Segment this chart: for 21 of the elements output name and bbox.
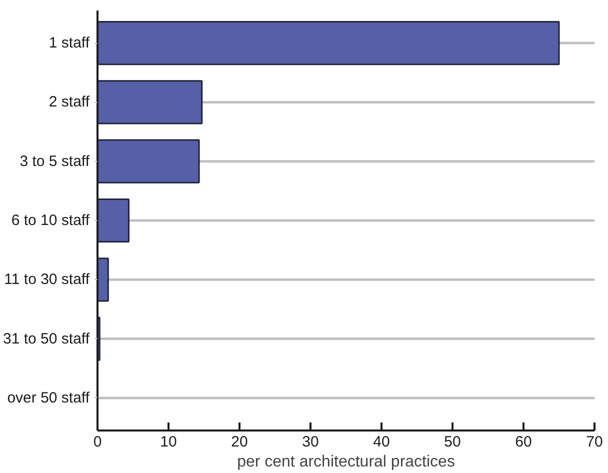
- x-tick-label: 30: [302, 434, 319, 450]
- y-tick-label: 6 to 10 staff: [11, 212, 90, 229]
- y-tick-label: 1 staff: [48, 34, 90, 52]
- x-tick-label: 20: [231, 434, 248, 450]
- x-tick-label: 0: [93, 434, 102, 450]
- y-tick-label: 3 to 5 staff: [20, 152, 90, 170]
- bar: [98, 258, 109, 302]
- x-tick-label: 60: [515, 434, 532, 450]
- y-tick-label: over 50 staff: [7, 389, 90, 406]
- x-tick-label: 70: [586, 434, 603, 450]
- bar: [98, 20, 560, 66]
- x-axis-title: per cent architectural practices: [237, 454, 455, 470]
- bar: [98, 80, 203, 124]
- bar: [98, 198, 130, 243]
- y-tick-label: 31 to 50 staff: [3, 330, 90, 348]
- x-tick-label: 10: [160, 434, 177, 450]
- y-tick-label: 2 staff: [48, 94, 90, 111]
- x-tick-label: 50: [444, 434, 461, 450]
- x-tick-label: 40: [373, 434, 390, 450]
- y-tick-label: 11 to 30 staff: [4, 271, 90, 288]
- bar: [98, 139, 200, 184]
